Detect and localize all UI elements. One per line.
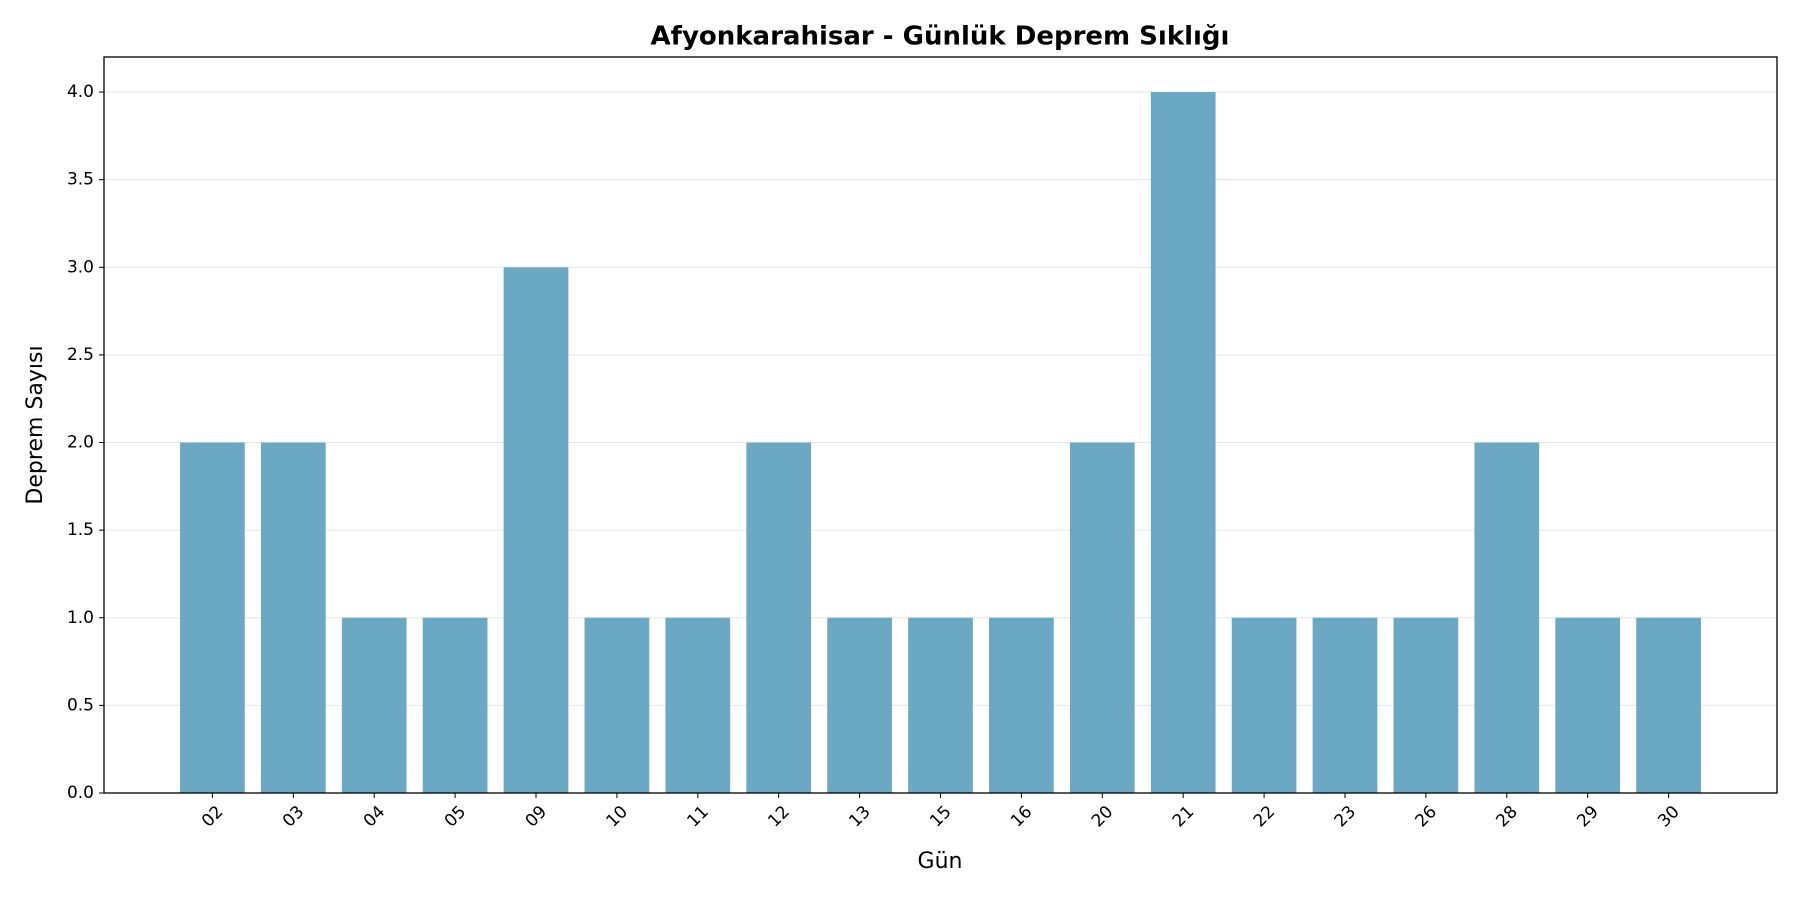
bar (503, 267, 569, 793)
y-tick-label: 1.0 (67, 608, 94, 628)
bar (665, 617, 731, 793)
bar (1474, 442, 1540, 793)
bar (1150, 92, 1216, 794)
bar (341, 617, 407, 793)
bar (1312, 617, 1378, 793)
y-tick-label: 2.0 (67, 433, 94, 453)
bar (180, 442, 245, 793)
y-tick-label: 0.5 (67, 695, 94, 715)
bar (1393, 617, 1459, 793)
y-tick-label: 3.0 (67, 257, 94, 277)
bar (1231, 617, 1297, 793)
bar (746, 442, 812, 793)
y-tick-label: 2.5 (67, 345, 94, 365)
bar (260, 442, 326, 793)
y-tick-label: 4.0 (67, 82, 94, 102)
y-tick-label: 1.5 (67, 520, 94, 540)
chart-title: Afyonkarahisar - Günlük Deprem Sıklığı (651, 22, 1230, 52)
bar (827, 617, 892, 793)
bar (1636, 617, 1701, 793)
bar (1069, 442, 1135, 793)
bar (1555, 617, 1621, 793)
bar (584, 617, 650, 793)
bar (422, 617, 488, 793)
y-tick-label: 0.0 (67, 783, 94, 803)
x-axis-label: Gün (918, 849, 963, 874)
axes-frame (103, 56, 1778, 794)
y-tick-label: 3.5 (67, 170, 94, 190)
bar (908, 617, 973, 793)
y-axis-label: Deprem Sayısı (23, 345, 48, 504)
bar (989, 617, 1054, 793)
